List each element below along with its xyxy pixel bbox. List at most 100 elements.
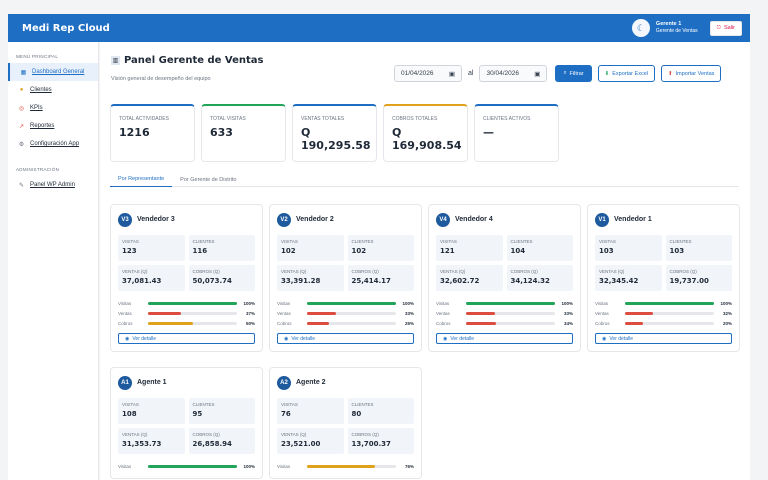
scrollbar[interactable] bbox=[750, 14, 768, 480]
card-header: A2 Agente 2 bbox=[277, 375, 414, 390]
metric-label: COBROS (Q) bbox=[351, 269, 379, 274]
bar-track bbox=[148, 321, 237, 325]
bar-track bbox=[307, 301, 396, 305]
metric-grid: VISITAS 108 CLIENTES 95 VENTAS (Q) 31,35… bbox=[118, 398, 255, 454]
avatar[interactable]: ☾ bbox=[631, 19, 650, 37]
bar-track bbox=[307, 464, 396, 468]
rep-badge: A1 bbox=[118, 375, 132, 390]
progress-bars: Visitas 100% bbox=[118, 461, 255, 471]
date-to-input[interactable]: 30/04/2026 ▣ bbox=[479, 65, 548, 82]
metric-value: 102 bbox=[351, 247, 367, 255]
bar-ventas: Ventas 33% bbox=[277, 308, 414, 318]
filter-bar: 01/04/2026 ▣ al 30/04/2026 ▣ ⌕ Filtrar ⬇… bbox=[394, 65, 722, 82]
metric-label: COBROS (Q) bbox=[192, 432, 220, 437]
rep-name: Agente 2 bbox=[296, 379, 326, 386]
filter-button[interactable]: ⌕ Filtrar bbox=[555, 65, 592, 82]
stat-card-collections: COBROS TOTALES Q 169,908.54 bbox=[383, 104, 468, 162]
metric-label: COBROS (Q) bbox=[510, 269, 538, 274]
card-header: V3 Vendedor 3 bbox=[118, 212, 255, 227]
metric-label: CLIENTES bbox=[192, 239, 215, 244]
view-detail-button[interactable]: ◉ Ver detalle bbox=[277, 333, 414, 344]
metric-label: VISITAS bbox=[122, 239, 139, 244]
sidebar-item-dashboard[interactable]: ▦ Dashboard General bbox=[8, 63, 98, 81]
metric-value: 80 bbox=[351, 410, 362, 418]
bar-fill bbox=[466, 301, 555, 305]
sidebar-item-label: Panel WP Admin bbox=[30, 182, 75, 188]
metric-clientes: CLIENTES 102 bbox=[347, 235, 414, 261]
bar-label: Visitas bbox=[595, 300, 609, 306]
metric-value: 123 bbox=[122, 247, 137, 255]
metric-label: VENTAS (Q) bbox=[281, 269, 307, 274]
export-excel-button[interactable]: ⬇ Exportar Excel bbox=[597, 65, 655, 82]
bar-fill bbox=[307, 301, 396, 305]
metric-label: VENTAS (Q) bbox=[122, 269, 148, 274]
metric-ventas: VENTAS (Q) 33,391.28 bbox=[277, 265, 344, 291]
progress-bars: Visitas 100% Ventas 33% Cobros bbox=[436, 298, 573, 328]
calendar-icon[interactable]: ▣ bbox=[448, 70, 455, 78]
bar-label: Ventas bbox=[595, 310, 609, 316]
metric-label: CLIENTES bbox=[192, 402, 215, 407]
eye-icon: ◉ bbox=[602, 335, 607, 342]
metric-label: COBROS (Q) bbox=[192, 269, 220, 274]
metric-value: 103 bbox=[599, 247, 614, 255]
metric-value: 32,345.42 bbox=[599, 277, 639, 285]
bar-percent: 37% bbox=[245, 310, 255, 316]
import-sales-button[interactable]: ⬆ Importar Ventas bbox=[660, 65, 722, 82]
bar-track bbox=[625, 301, 714, 305]
metric-value: 108 bbox=[122, 410, 137, 418]
metric-value: 116 bbox=[192, 247, 208, 255]
stat-label: COBROS TOTALES bbox=[392, 116, 438, 122]
report-icon: ↗ bbox=[18, 123, 25, 130]
bar-track bbox=[625, 321, 714, 325]
calendar-icon[interactable]: ▣ bbox=[534, 70, 541, 78]
bar-label: Cobros bbox=[436, 320, 451, 326]
bar-percent: 33% bbox=[563, 310, 573, 316]
sidebar-item-wp-admin[interactable]: ✎ Panel WP Admin bbox=[8, 176, 98, 194]
app-brand[interactable]: Medi Rep Cloud bbox=[22, 22, 110, 34]
eye-icon: ◉ bbox=[443, 335, 448, 342]
user-name: Gerente 1 bbox=[655, 21, 682, 27]
card-header: V4 Vendedor 4 bbox=[436, 212, 573, 227]
sidebar-item-reports[interactable]: ↗ Reportes bbox=[8, 117, 98, 135]
progress-bars: Visitas 100% Ventas 37% Cobros bbox=[118, 298, 255, 328]
bar-label: Ventas bbox=[118, 310, 132, 316]
rep-badge: V3 bbox=[118, 212, 132, 227]
metric-label: VENTAS (Q) bbox=[122, 432, 148, 437]
view-detail-button[interactable]: ◉ Ver detalle bbox=[595, 333, 732, 344]
search-icon: ⌕ bbox=[563, 70, 567, 76]
user-role: Gerente de Ventas bbox=[655, 28, 698, 34]
tab-by-district-manager[interactable]: Por Gerente de Distrito bbox=[180, 176, 237, 183]
view-detail-label: Ver detalle bbox=[609, 335, 634, 342]
user-menu[interactable]: ☾ Gerente 1 Gerente de Ventas ⎋ Salir bbox=[631, 19, 742, 37]
metric-value: 50,073.74 bbox=[192, 277, 232, 285]
metric-label: VISITAS bbox=[440, 239, 457, 244]
gear-icon: ⚙ bbox=[18, 141, 25, 148]
sidebar-item-config[interactable]: ⚙ Configuración App bbox=[8, 135, 98, 153]
tab-by-representative[interactable]: Por Representante bbox=[110, 172, 173, 187]
metric-grid: VISITAS 121 CLIENTES 104 VENTAS (Q) 32,6… bbox=[436, 235, 573, 291]
bar-cobros: Cobros 50% bbox=[118, 318, 255, 328]
metric-visitas: VISITAS 76 bbox=[277, 398, 344, 424]
page-title-text: Panel Gerente de Ventas bbox=[124, 55, 264, 66]
bar-fill bbox=[148, 301, 237, 305]
logout-button[interactable]: ⎋ Salir bbox=[709, 20, 742, 36]
stat-card-visits: TOTAL VISITAS 633 bbox=[201, 104, 286, 162]
view-detail-label: Ver detalle bbox=[291, 335, 316, 342]
bar-track bbox=[148, 311, 237, 315]
sidebar-item-kpis[interactable]: ◎ KPIs bbox=[8, 99, 98, 117]
bar-percent: 100% bbox=[402, 300, 414, 306]
date-from-input[interactable]: 01/04/2026 ▣ bbox=[394, 65, 462, 82]
rep-badge: A2 bbox=[277, 375, 291, 390]
rep-card: V2 Vendedor 2 VISITAS 102 CLIENTES 102 V… bbox=[269, 204, 422, 352]
view-detail-button[interactable]: ◉ Ver detalle bbox=[118, 333, 255, 344]
view-detail-button[interactable]: ◉ Ver detalle bbox=[436, 333, 573, 344]
metric-cobros: COBROS (Q) 19,737.00 bbox=[665, 265, 732, 291]
sidebar-item-clients[interactable]: ● Clientes bbox=[8, 81, 98, 99]
rep-card: V1 Vendedor 1 VISITAS 103 CLIENTES 103 V… bbox=[587, 204, 740, 352]
bar-percent: 32% bbox=[722, 310, 732, 316]
bar-ventas: Ventas 32% bbox=[595, 308, 732, 318]
metric-label: CLIENTES bbox=[669, 239, 692, 244]
bar-visitas: Visitas 100% bbox=[277, 298, 414, 308]
bar-track bbox=[625, 311, 714, 315]
metric-label: CLIENTES bbox=[510, 239, 533, 244]
